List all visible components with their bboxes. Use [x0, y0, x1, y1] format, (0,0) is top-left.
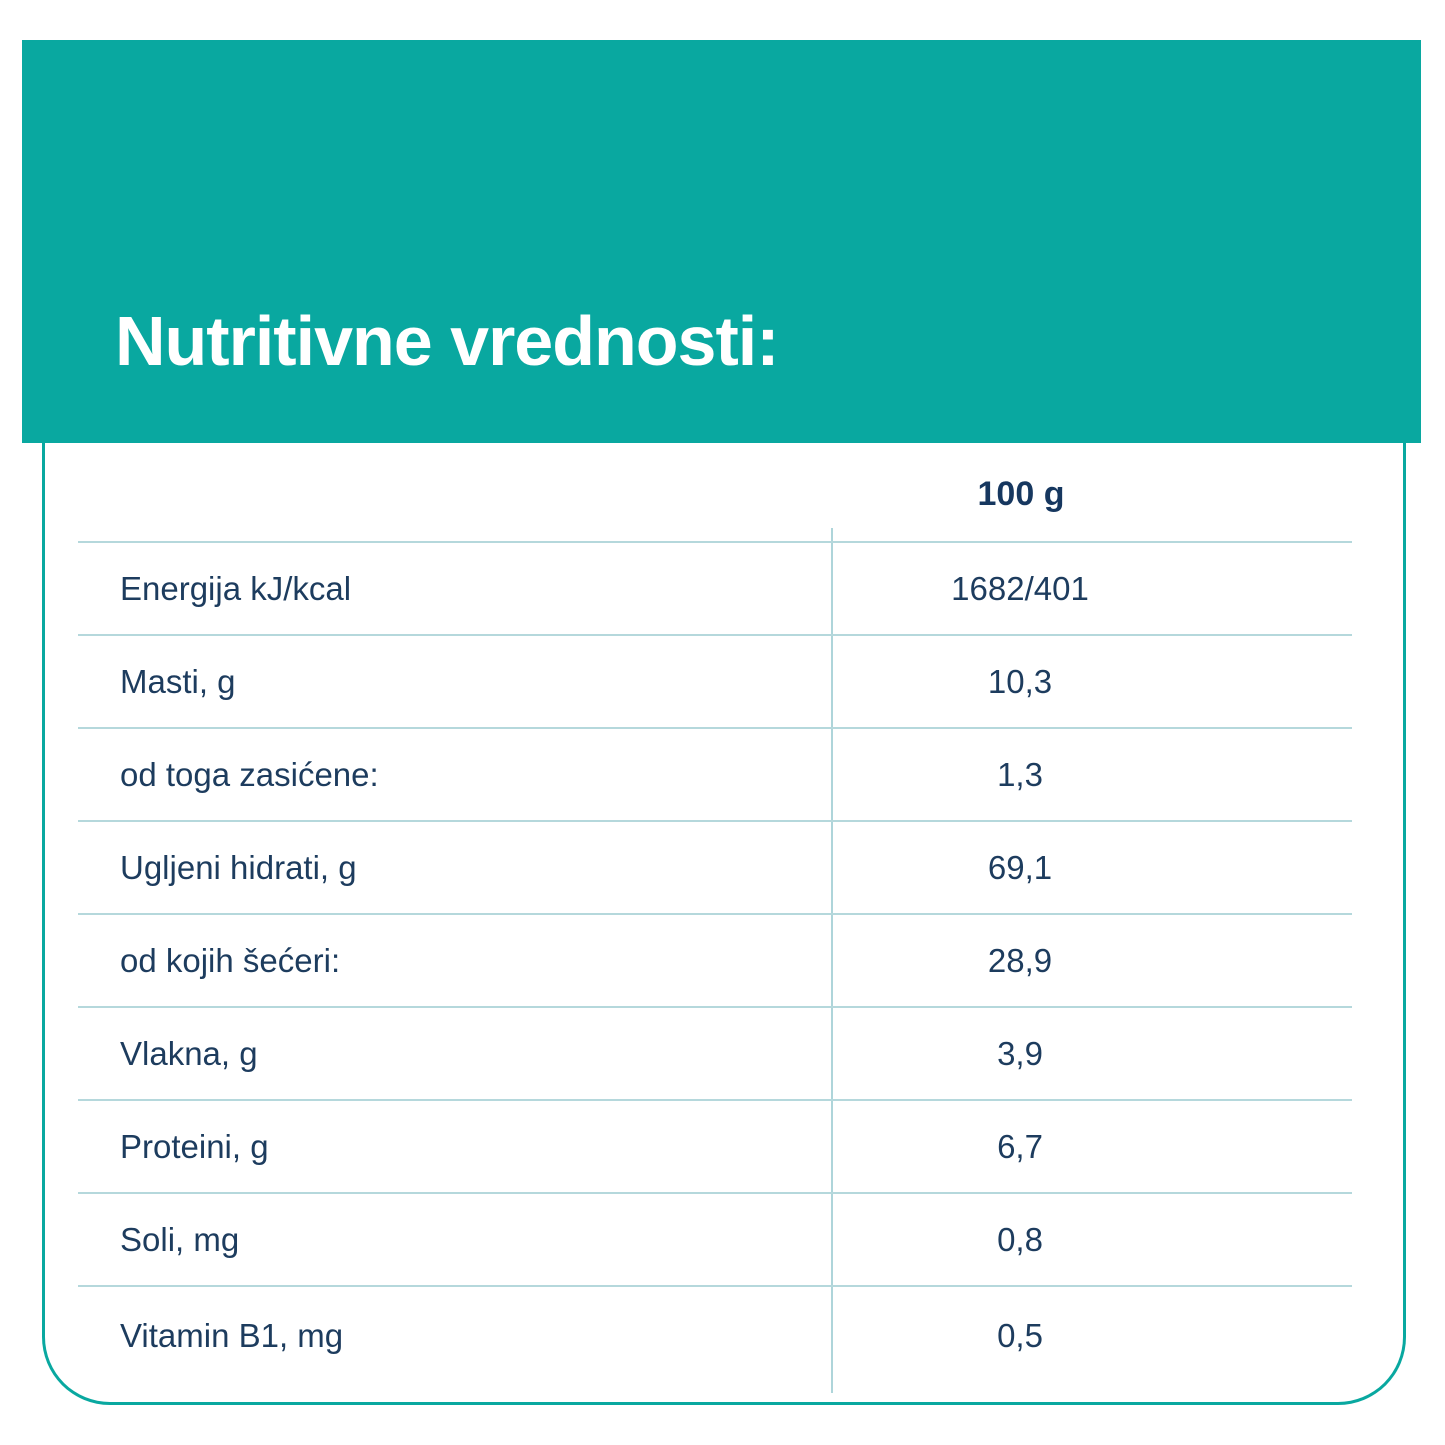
row-value: 0,5: [997, 1317, 1043, 1354]
table-row: od toga zasićene: 1,3: [78, 727, 1352, 820]
row-label: Soli, mg: [120, 1220, 240, 1258]
row-value: 1,3: [997, 755, 1043, 793]
table-row: Vitamin B1, mg 0,5: [78, 1285, 1352, 1385]
table-row: Masti, g 10,3: [78, 634, 1352, 727]
column-divider: [831, 528, 833, 1393]
row-label: od toga zasićene:: [120, 755, 379, 793]
table-row: Energija kJ/kcal 1682/401: [78, 541, 1352, 634]
row-value: 3,9: [997, 1034, 1043, 1072]
table-row: Vlakna, g 3,9: [78, 1006, 1352, 1099]
nutrition-table: Energija kJ/kcal 1682/401 Masti, g 10,3 …: [78, 541, 1352, 1385]
row-value: 10,3: [987, 662, 1053, 700]
header-band: Nutritivne vrednosti:: [22, 40, 1421, 443]
table-row: Proteini, g 6,7: [78, 1099, 1352, 1192]
row-label: od kojih šećeri:: [120, 941, 341, 979]
row-value: 6,7: [997, 1127, 1043, 1165]
column-header-100g: 100 g: [977, 475, 1065, 513]
row-value: 28,9: [987, 941, 1053, 979]
row-label: Ugljeni hidrati, g: [120, 848, 357, 886]
table-row: Ugljeni hidrati, g 69,1: [78, 820, 1352, 913]
row-value: 69,1: [987, 848, 1053, 886]
row-label: Vitamin B1, mg: [120, 1317, 344, 1354]
row-value: 0,8: [997, 1220, 1043, 1258]
page-title: Nutritivne vrednosti:: [115, 302, 780, 380]
row-label: Vlakna, g: [120, 1034, 258, 1072]
row-label: Proteini, g: [120, 1127, 269, 1165]
table-row: Soli, mg 0,8: [78, 1192, 1352, 1285]
nutrition-card: 100 g Energija kJ/kcal 1682/401 Masti, g…: [42, 443, 1406, 1405]
row-value: 1682/401: [951, 569, 1089, 607]
table-row: od kojih šećeri: 28,9: [78, 913, 1352, 1006]
row-label: Energija kJ/kcal: [120, 569, 352, 607]
row-label: Masti, g: [120, 662, 236, 700]
